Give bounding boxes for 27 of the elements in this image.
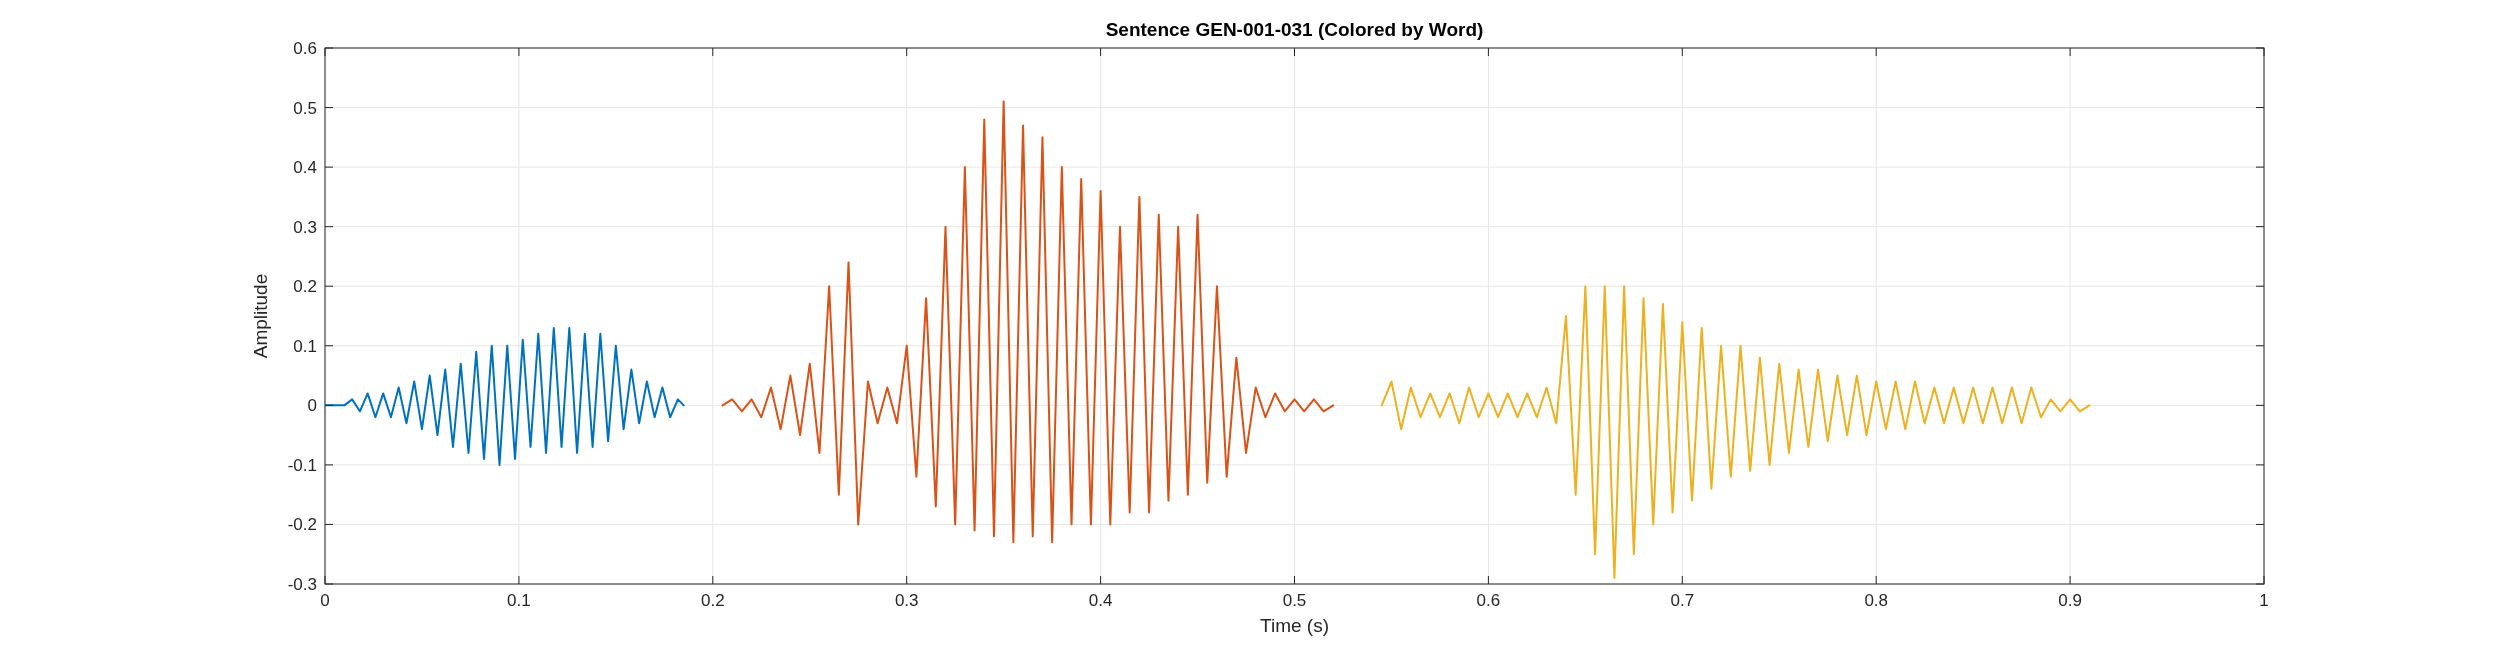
x-tick-label: 0.2 [700, 591, 725, 610]
x-tick-label: 0.1 [507, 591, 531, 610]
y-tick-label: 0.5 [293, 98, 317, 118]
line-series [1380, 285, 2091, 580]
x-tick-label: 0.4 [1088, 591, 1113, 610]
x-tick-label: 0.5 [1282, 591, 1307, 610]
x-tick-label: 0.9 [2058, 591, 2082, 610]
y-tick-label: 0 [307, 396, 317, 416]
x-tick-label: 0.8 [1864, 591, 1889, 610]
y-tick-label: -0.1 [287, 455, 317, 475]
y-axis-title: Amplitude [250, 273, 271, 359]
x-axis-title: Time (s) [1260, 615, 1329, 636]
x-tick-label: 0 [320, 591, 330, 610]
y-tick-label: 0.1 [293, 336, 317, 356]
y-tick-label: -0.3 [287, 574, 317, 594]
y-tick-label: 0.4 [293, 158, 317, 178]
x-tick-label: 0.6 [1476, 591, 1501, 610]
x-tick-label: 0.7 [1670, 591, 1695, 610]
line-series [325, 326, 685, 466]
y-tick-label: 0.6 [293, 38, 317, 58]
chart-title: Sentence GEN-001-031 (Colored by Word) [1105, 19, 1484, 40]
x-tick-label: 0.3 [894, 591, 919, 610]
x-tick-label: 1 [2259, 591, 2269, 610]
y-tick-label: 0.3 [293, 217, 317, 237]
y-tick-label: -0.2 [287, 515, 317, 535]
line-series [721, 100, 1335, 544]
y-tick-label: 0.2 [293, 277, 317, 297]
